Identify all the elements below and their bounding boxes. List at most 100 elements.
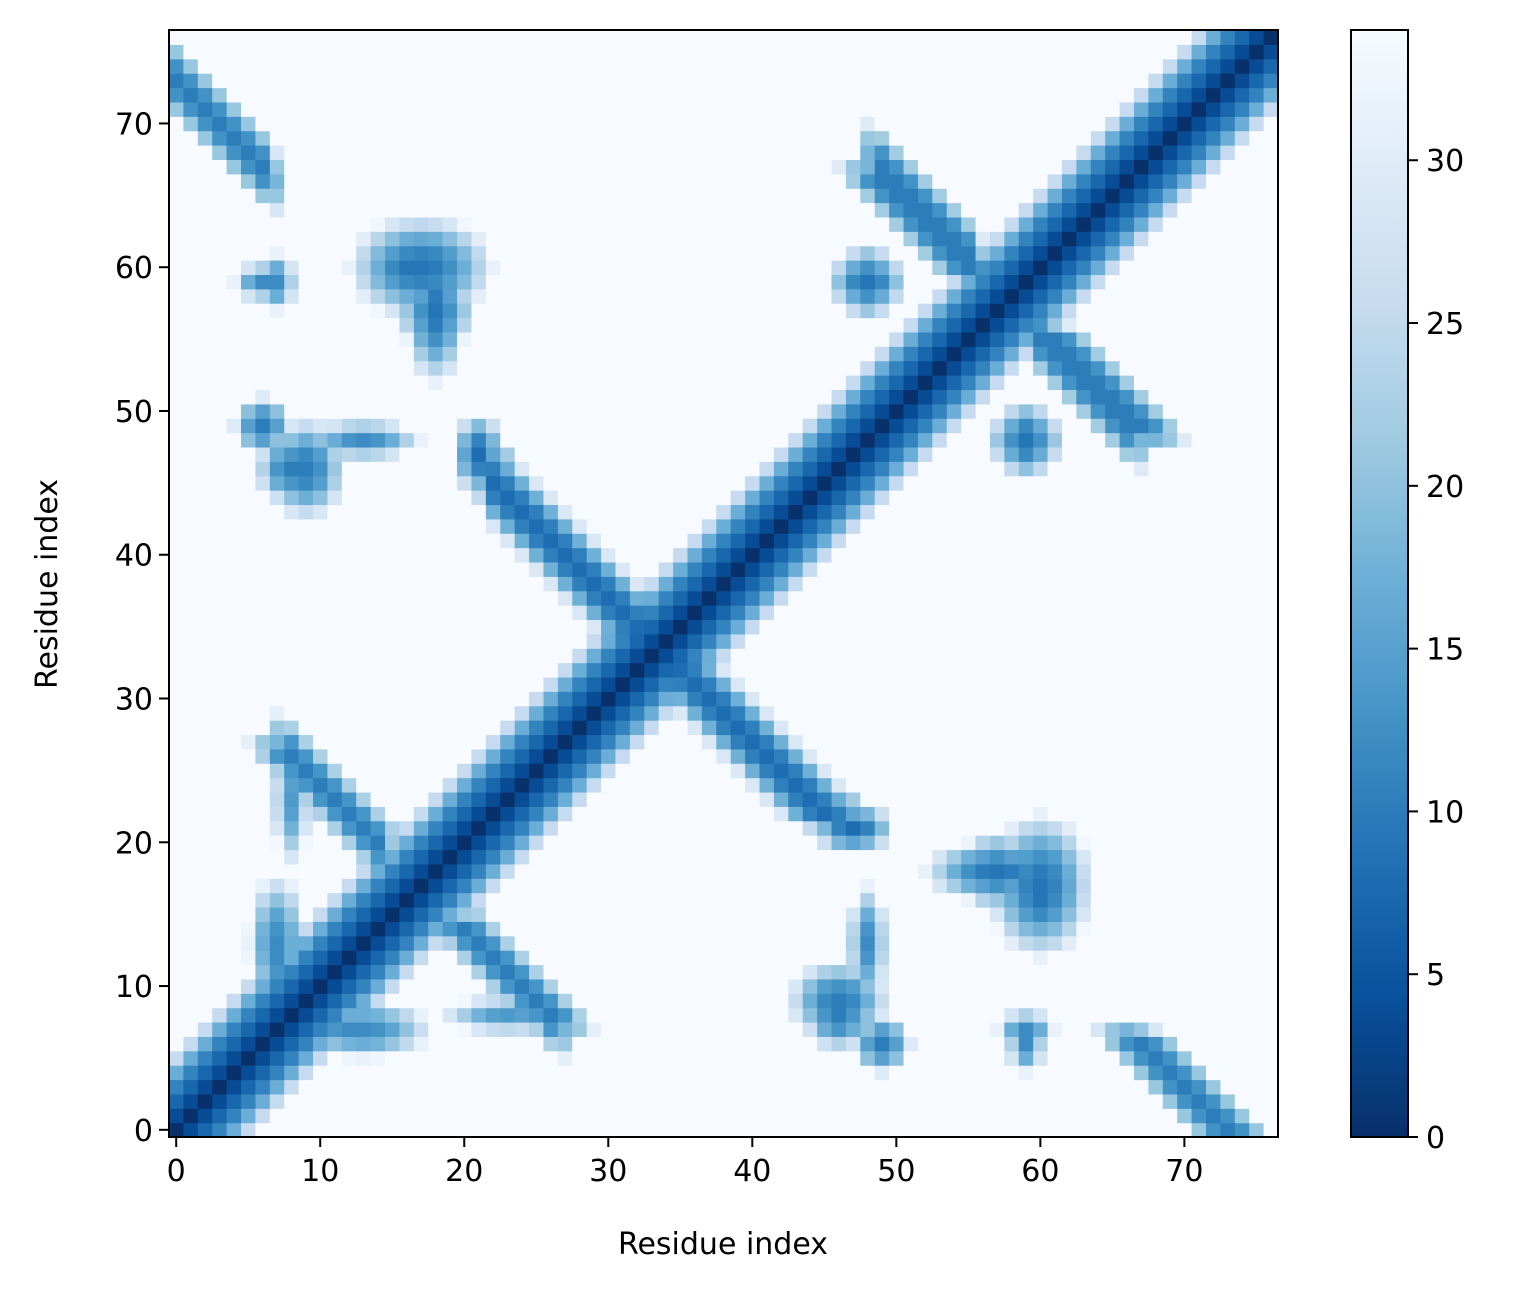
heatmap-cell (687, 101, 703, 117)
heatmap-cell (500, 849, 516, 865)
heatmap-cell (485, 475, 501, 491)
heatmap-cell (889, 720, 905, 736)
heatmap-cell (1033, 130, 1049, 146)
heatmap-cell (917, 346, 933, 362)
heatmap-cell (1076, 964, 1092, 980)
heatmap-cell (514, 1050, 530, 1066)
heatmap-cell (543, 720, 559, 736)
heatmap-cell (298, 921, 314, 937)
heatmap-cell (1047, 1108, 1063, 1124)
heatmap-cell (716, 1065, 732, 1081)
heatmap-cell (183, 820, 199, 836)
heatmap-cell (226, 935, 242, 951)
heatmap-cell (946, 533, 962, 549)
heatmap-cell (442, 1036, 458, 1052)
heatmap-cell (730, 389, 746, 405)
heatmap-cell (831, 87, 847, 103)
heatmap-cell (903, 748, 919, 764)
heatmap-cell (313, 260, 329, 276)
heatmap-cell (500, 58, 516, 74)
heatmap-cell (687, 288, 703, 304)
heatmap-cell (673, 1093, 689, 1109)
heatmap-cell (860, 231, 876, 247)
heatmap-cell (1004, 145, 1020, 160)
heatmap-cell (557, 231, 573, 247)
heatmap-cell (802, 1007, 818, 1023)
heatmap-cell (313, 633, 329, 649)
heatmap-cell (802, 1093, 818, 1109)
heatmap-cell (557, 806, 573, 822)
heatmap-cell (471, 547, 487, 563)
heatmap-cell (759, 274, 775, 290)
heatmap-cell (428, 978, 444, 994)
heatmap-cell (773, 964, 789, 980)
heatmap-cell (298, 461, 314, 477)
heatmap-cell (313, 1079, 329, 1095)
heatmap-cell (1004, 906, 1020, 922)
heatmap-cell (1047, 346, 1063, 362)
heatmap-cell (903, 490, 919, 506)
heatmap-cell (255, 533, 271, 549)
heatmap-cell (1047, 216, 1063, 232)
heatmap-cell (889, 360, 905, 376)
heatmap-cell (399, 101, 415, 117)
heatmap-cell (773, 518, 789, 534)
heatmap-cell (197, 418, 213, 434)
heatmap-cell (226, 274, 242, 290)
heatmap-cell (197, 878, 213, 894)
heatmap-cell (241, 145, 257, 160)
heatmap-cell (169, 475, 184, 491)
heatmap-cell (1047, 705, 1063, 721)
heatmap-cell (701, 950, 717, 966)
heatmap-cell (989, 1108, 1005, 1124)
heatmap-cell (1076, 619, 1092, 635)
heatmap-cell (557, 116, 573, 132)
heatmap-cell (529, 835, 545, 851)
heatmap-cell (932, 490, 948, 506)
heatmap-cell (802, 720, 818, 736)
heatmap-cell (514, 73, 530, 89)
heatmap-cell (183, 260, 199, 276)
heatmap-cell (673, 978, 689, 994)
heatmap-cell (471, 216, 487, 232)
heatmap-cell (759, 73, 775, 89)
heatmap-cell (1090, 763, 1106, 779)
heatmap-cell (341, 676, 357, 692)
heatmap-cell (385, 518, 401, 534)
heatmap-cell (644, 619, 660, 635)
heatmap-cell (701, 1007, 717, 1023)
heatmap-cell (543, 360, 559, 376)
heatmap-cell (989, 1093, 1005, 1109)
heatmap-cell (615, 863, 631, 879)
heatmap-cell (212, 561, 228, 577)
heatmap-cell (500, 418, 516, 434)
heatmap-cell (543, 676, 559, 692)
heatmap-cell (889, 159, 905, 175)
heatmap-cell (572, 1065, 588, 1081)
heatmap-cell (932, 878, 948, 894)
heatmap-cell (831, 216, 847, 232)
heatmap-cell (889, 892, 905, 908)
heatmap-cell (197, 676, 213, 692)
heatmap-cell (572, 633, 588, 649)
heatmap-cell (802, 1079, 818, 1095)
heatmap-cell (313, 375, 329, 391)
heatmap-cell (241, 173, 257, 189)
heatmap-cell (932, 130, 948, 146)
heatmap-cell (687, 705, 703, 721)
heatmap-cell (701, 590, 717, 606)
heatmap-cell (370, 58, 386, 74)
heatmap-cell (313, 1122, 329, 1138)
heatmap-cell (615, 935, 631, 951)
heatmap-cell (701, 648, 717, 664)
heatmap-cell (730, 906, 746, 922)
heatmap-cell (212, 1021, 228, 1037)
heatmap-cell (529, 30, 545, 45)
heatmap-cell (514, 101, 530, 117)
heatmap-cell (327, 202, 343, 218)
heatmap-cell (241, 87, 257, 103)
heatmap-cell (773, 547, 789, 563)
heatmap-cell (946, 820, 962, 836)
heatmap-cell (1061, 935, 1077, 951)
heatmap-cell (1004, 1108, 1020, 1124)
